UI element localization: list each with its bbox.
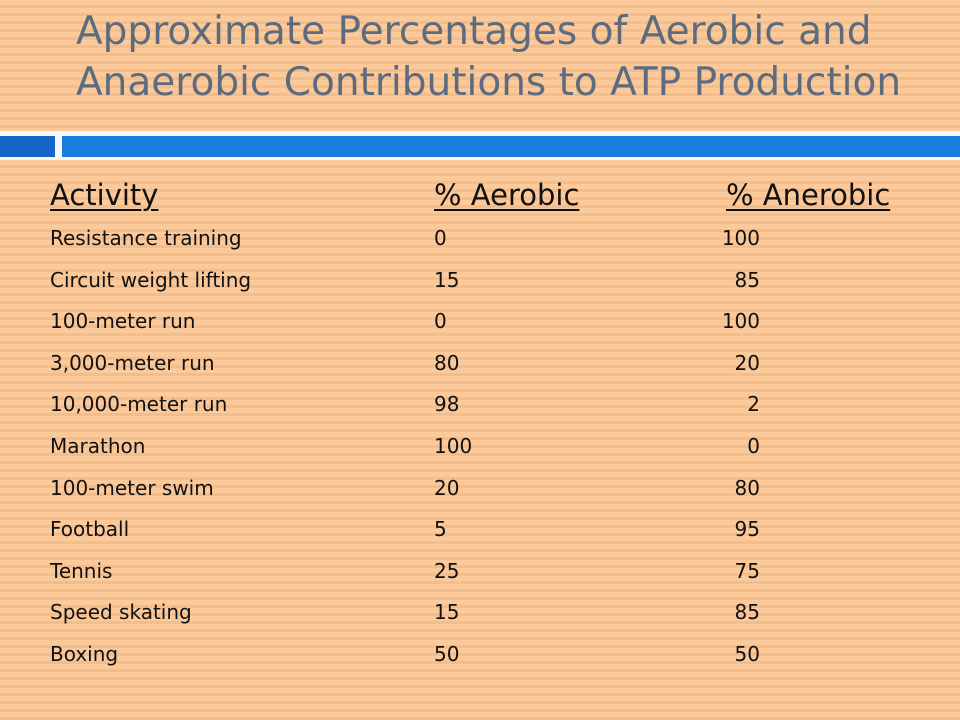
cell-anaerobic: 85: [734, 600, 760, 625]
cell-anaerobic: 95: [734, 517, 760, 542]
cell-aerobic: 98: [434, 392, 460, 417]
header-aerobic: % Aerobic: [434, 178, 580, 212]
table-row: Circuit weight lifting 15 85: [50, 258, 910, 300]
cell-aerobic: 100: [434, 433, 473, 458]
table-row: Resistance training 0 100: [50, 216, 910, 258]
table-row: Football 5 95: [50, 507, 910, 549]
table-row: Boxing 50 50: [50, 632, 910, 674]
slide-title-line-1: Approximate Percentages of Aerobic and: [76, 9, 872, 54]
cell-anaerobic: 100: [721, 226, 760, 250]
cell-anaerobic: 0: [747, 433, 760, 458]
title-divider-accent-left: [0, 136, 55, 157]
table-row: Marathon 100 0: [50, 424, 910, 466]
cell-anaerobic: 75: [734, 558, 760, 583]
cell-anaerobic: 20: [734, 350, 760, 375]
cell-aerobic: 15: [434, 600, 460, 625]
cell-aerobic: 20: [434, 475, 460, 500]
table-row: 100-meter swim 20 80: [50, 466, 910, 508]
cell-activity: 100-meter swim: [50, 475, 214, 500]
table-header-row: Activity % Aerobic % Anerobic: [50, 178, 910, 216]
atp-contribution-table: Activity % Aerobic % Anerobic Resistance…: [50, 178, 910, 674]
cell-activity: Boxing: [50, 641, 119, 666]
slide-title: Approximate Percentages of Aerobic and A…: [76, 6, 946, 108]
cell-anaerobic: 80: [734, 475, 760, 500]
header-anaerobic: % Anerobic: [726, 178, 891, 212]
cell-activity: 3,000-meter run: [50, 350, 215, 375]
cell-anaerobic: 100: [721, 309, 760, 334]
cell-activity: Speed skating: [50, 600, 192, 625]
table-body: Resistance training 0 100 Circuit weight li…: [50, 216, 910, 674]
cell-aerobic: 5: [434, 517, 447, 542]
cell-activity: Football: [50, 517, 130, 542]
cell-activity: Circuit weight lifting: [50, 267, 252, 292]
cell-activity: Marathon: [50, 433, 146, 458]
cell-anaerobic: 85: [734, 267, 760, 292]
cell-aerobic: 25: [434, 558, 460, 583]
cell-activity: Resistance training: [50, 226, 242, 250]
cell-aerobic: 0: [434, 226, 447, 250]
cell-aerobic: 80: [434, 350, 460, 375]
table-row: 3,000-meter run 80 20: [50, 341, 910, 383]
table-row: Speed skating 15 85: [50, 590, 910, 632]
title-divider-accent-right: [62, 136, 960, 157]
table-row: Tennis 25 75: [50, 549, 910, 591]
cell-activity: 10,000-meter run: [50, 392, 228, 417]
cell-activity: Tennis: [50, 558, 113, 583]
table-row: 100-meter run 0 100: [50, 299, 910, 341]
table-row: 10,000-meter run 98 2: [50, 382, 910, 424]
slide-title-line-2: Anaerobic Contributions to ATP Productio…: [76, 60, 902, 105]
cell-activity: 100-meter run: [50, 309, 196, 334]
cell-aerobic: 50: [434, 641, 460, 666]
cell-aerobic: 15: [434, 267, 460, 292]
cell-anaerobic: 2: [747, 392, 760, 417]
cell-anaerobic: 50: [734, 641, 760, 666]
header-activity: Activity: [50, 178, 159, 212]
cell-aerobic: 0: [434, 309, 447, 334]
